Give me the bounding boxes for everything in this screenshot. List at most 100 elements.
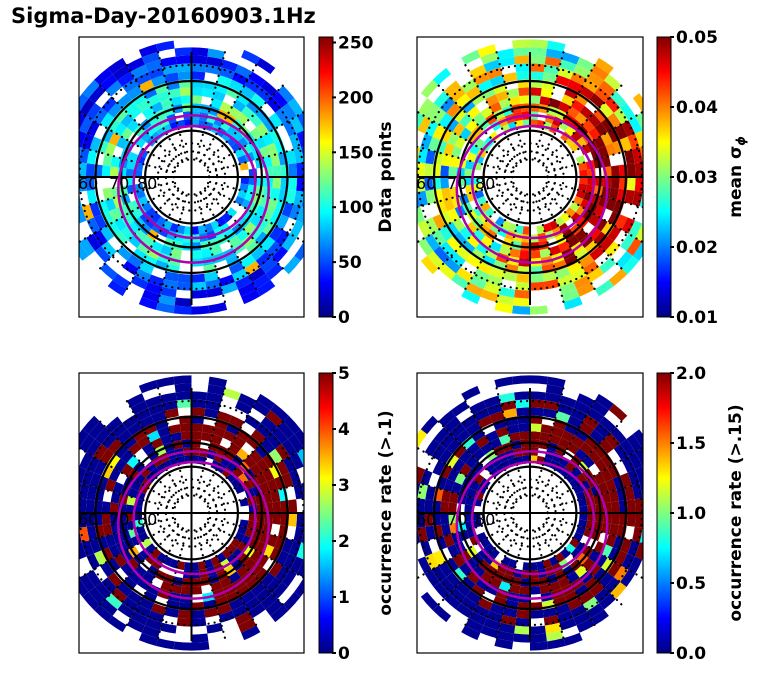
dotted-mlt-line	[417, 516, 513, 545]
heatmap-cell	[577, 519, 588, 528]
dotted-mlt-line	[95, 525, 180, 610]
heatmap-cell	[82, 591, 100, 611]
heatmap-cell	[614, 550, 628, 566]
heatmap-cell	[268, 448, 283, 465]
heatmap-cell	[574, 565, 588, 578]
heatmap-cell	[226, 543, 238, 554]
dotted-mlt-line	[533, 194, 566, 308]
heatmap-cell	[539, 248, 552, 258]
heatmap-cell	[544, 392, 562, 404]
heatmap-cell	[93, 443, 108, 461]
heatmap-cell	[574, 428, 590, 442]
heatmap-cell	[176, 617, 192, 627]
heatmap-cell	[559, 395, 577, 409]
heatmap-cell	[100, 225, 115, 242]
heatmap-cell	[469, 64, 487, 79]
heatmap-cell	[100, 112, 115, 129]
heatmap-cell	[574, 229, 588, 242]
heatmap-cell	[120, 127, 134, 141]
heatmap-cell	[498, 56, 516, 68]
heatmap-cell	[228, 79, 245, 93]
colorbar-data-points: 0 50 100 150 200 250 Data points	[318, 33, 396, 328]
dotted-mlt-line	[95, 189, 180, 274]
heatmap-cell	[134, 604, 152, 618]
heatmap-cell	[464, 177, 473, 186]
heatmap-cell	[626, 163, 636, 177]
heatmap-cell	[287, 434, 304, 453]
heatmap-cell	[431, 443, 447, 461]
heatmap-cell	[63, 193, 74, 211]
heatmap-cell	[254, 231, 269, 247]
heatmap-cell	[220, 59, 239, 73]
heatmap-cell	[620, 233, 636, 252]
heatmap-cell	[162, 64, 178, 75]
heatmap-cell	[170, 432, 182, 442]
latitude-label: 80	[137, 510, 157, 529]
heatmap-cell	[516, 273, 530, 283]
heatmap-cell	[88, 421, 106, 439]
heatmap-cell	[593, 567, 608, 583]
heatmap-cell	[210, 555, 221, 567]
heatmap-cell	[582, 260, 600, 276]
heatmap-cell	[241, 289, 261, 305]
heatmap-cell	[289, 116, 304, 134]
heatmap-cell	[79, 448, 80, 449]
heatmap-cell	[157, 426, 171, 438]
heatmap-cell	[576, 393, 595, 408]
heatmap-cell	[117, 603, 135, 619]
heatmap-cell	[177, 273, 192, 283]
heatmap-cell	[210, 434, 223, 446]
heatmap-cell	[255, 251, 272, 268]
heatmap-cell	[483, 395, 501, 409]
heatmap-cell	[639, 146, 643, 163]
heatmap-cell	[111, 587, 128, 604]
heatmap-cell	[448, 513, 458, 524]
heatmap-cell	[516, 407, 530, 417]
colorbar-gradient	[318, 36, 334, 318]
heatmap-cell	[480, 106, 494, 119]
heatmap-cell	[530, 281, 545, 291]
heatmap-cell	[593, 231, 608, 247]
heatmap-cell	[275, 107, 290, 125]
heatmap-cell	[431, 229, 447, 247]
heatmap-cell	[460, 99, 476, 114]
heatmap-cell	[205, 400, 221, 411]
dotted-mlt-line	[155, 382, 188, 496]
heatmap-cell	[130, 400, 149, 415]
heatmap-cell	[116, 246, 133, 261]
colorbar-gradient	[318, 372, 334, 654]
heatmap-cell	[136, 241, 151, 255]
heatmap-cell	[170, 96, 182, 106]
colorbar-tick-label: 200	[338, 88, 374, 108]
heatmap-cell	[563, 632, 583, 646]
heatmap-cell	[260, 257, 278, 274]
heatmap-cell	[614, 124, 628, 140]
heatmap-cell	[283, 255, 301, 275]
heatmap-cell	[559, 617, 577, 631]
heatmap-cell	[461, 625, 481, 641]
heatmap-cell	[102, 187, 113, 201]
heatmap-cell	[241, 480, 253, 491]
heatmap-cell	[239, 519, 249, 528]
dotted-mlt-line	[208, 180, 304, 209]
heatmap-cell	[400, 160, 409, 177]
heatmap-cell	[260, 416, 278, 433]
heatmap-cell	[79, 241, 89, 261]
heatmap-cell	[489, 267, 505, 280]
heatmap-cell	[642, 466, 643, 469]
heatmap-cell	[250, 93, 267, 108]
heatmap-cell	[228, 235, 242, 248]
dotted-mlt-line	[207, 110, 304, 169]
heatmap-cell	[530, 399, 545, 409]
heatmap-cell	[549, 98, 562, 110]
heatmap-cell	[582, 455, 595, 469]
heatmap-cell	[239, 183, 249, 192]
heatmap-cell	[89, 538, 102, 554]
heatmap-cell	[579, 480, 591, 491]
heatmap-cell	[466, 151, 477, 163]
heatmap-cell	[472, 448, 486, 461]
heatmap-cell	[282, 456, 297, 473]
heatmap-cell	[615, 251, 633, 269]
heatmap-cell	[600, 468, 613, 482]
heatmap-cell	[81, 204, 94, 221]
